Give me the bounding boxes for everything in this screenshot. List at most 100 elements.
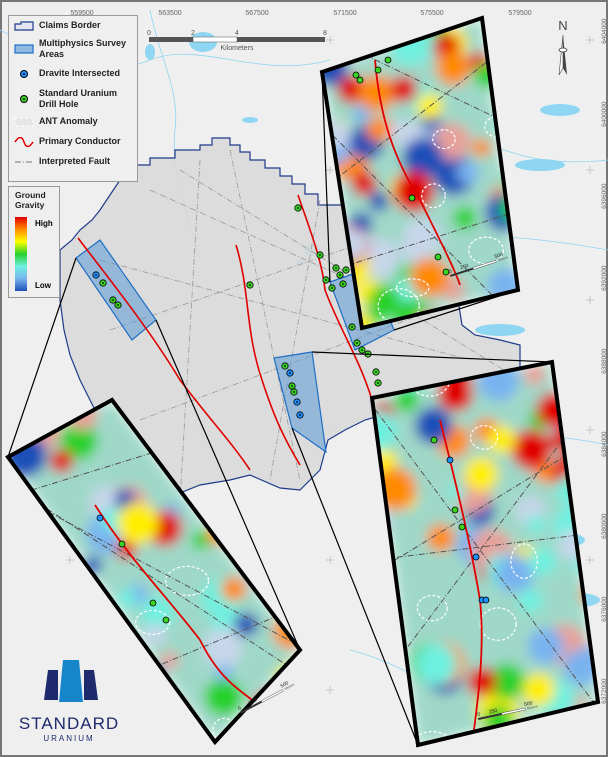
company-logo: STANDARD URANIUM bbox=[14, 714, 124, 743]
gravity-blob bbox=[527, 628, 565, 665]
northing-tick-label: 6372000 bbox=[600, 678, 608, 704]
scale-bar-label: 0 bbox=[147, 30, 151, 37]
gravity-blob bbox=[358, 74, 395, 112]
gravity-blob bbox=[527, 514, 546, 533]
gravity-blob bbox=[117, 588, 137, 608]
dravite-intersected-hole bbox=[446, 456, 454, 464]
gravity-legend-title: Ground Gravity bbox=[15, 190, 46, 210]
easting-tick-label: 571500 bbox=[333, 10, 357, 17]
gravity-legend: Ground Gravity High Low bbox=[8, 186, 60, 298]
grid-cross bbox=[586, 556, 594, 564]
ant-anomaly-outline bbox=[53, 576, 94, 613]
gravity-blob bbox=[234, 612, 259, 637]
gravity-blob bbox=[409, 257, 450, 298]
drill-hole bbox=[118, 540, 126, 548]
gravity-blob bbox=[215, 664, 233, 682]
gravity-blob bbox=[244, 513, 288, 556]
drill-hole bbox=[162, 616, 170, 624]
legend-item-label: Multiphysics Survey Areas bbox=[39, 38, 127, 59]
fault-line bbox=[269, 199, 321, 481]
legend-item: Claims Border bbox=[9, 20, 129, 31]
lake bbox=[475, 324, 525, 336]
legend-item-label: Standard Uranium Drill Hole bbox=[39, 88, 118, 109]
scale-segment bbox=[237, 37, 325, 42]
inset-scale-label: 0 bbox=[237, 705, 242, 712]
gravity-blob bbox=[284, 601, 300, 631]
gravity-blob bbox=[380, 19, 399, 38]
ant-anomaly-outline bbox=[421, 183, 446, 209]
gravity-blob bbox=[416, 643, 458, 685]
lake bbox=[515, 159, 565, 171]
ant-anomaly-outline bbox=[510, 543, 538, 579]
gravity-blob bbox=[495, 554, 534, 593]
gravity-blob bbox=[55, 632, 75, 652]
legend-item: Primary Conductor bbox=[9, 136, 129, 147]
ant-anomaly-outline bbox=[416, 594, 448, 622]
drill-hole bbox=[149, 599, 157, 607]
gravity-blob bbox=[31, 608, 57, 634]
drill-hole-center bbox=[117, 304, 119, 306]
north-label: N bbox=[558, 18, 567, 33]
logo-right-bar bbox=[84, 670, 98, 700]
grid-cross bbox=[326, 686, 334, 694]
drill-hole-center bbox=[361, 349, 363, 351]
northing-tick-label: 6380000 bbox=[600, 513, 608, 539]
inset-scale-label: 0 bbox=[448, 268, 453, 275]
drill-hole-center bbox=[377, 382, 379, 384]
legend-item-label: Interpreted Fault bbox=[39, 156, 111, 166]
drill-hole-center bbox=[291, 385, 293, 387]
scale-bar-unit: Kilometers bbox=[220, 45, 254, 52]
drill-hole bbox=[356, 76, 364, 84]
gravity-blob bbox=[351, 171, 377, 196]
logo-line-2: URANIUM bbox=[43, 734, 95, 743]
logo-line-1: STANDARD bbox=[18, 714, 120, 733]
gravity-blob bbox=[403, 218, 442, 257]
gravity-blob bbox=[49, 449, 74, 473]
interpreted-fault bbox=[324, 209, 518, 273]
gravity-blob bbox=[372, 612, 393, 647]
gravity-blob bbox=[352, 105, 370, 123]
ant-anomaly-outline bbox=[468, 236, 505, 265]
scale-segment bbox=[450, 267, 474, 277]
legend-item: Standard Uranium Drill Hole bbox=[9, 88, 129, 110]
grid-cross bbox=[586, 296, 594, 304]
gravity-blob bbox=[150, 698, 186, 733]
gravity-blob bbox=[488, 663, 525, 701]
drill-hole bbox=[408, 194, 416, 202]
gravity-blob bbox=[103, 648, 145, 691]
fault-line bbox=[179, 159, 201, 501]
northing-tick-label: 6392000 bbox=[600, 265, 608, 291]
drill-hole bbox=[384, 56, 392, 64]
gravity-blob bbox=[524, 364, 546, 386]
interpreted-fault bbox=[324, 35, 518, 188]
drill-hole-center bbox=[296, 401, 298, 403]
fault-line bbox=[229, 149, 301, 481]
drill-hole-center bbox=[284, 365, 286, 367]
gravity-blob bbox=[426, 524, 455, 552]
inset-scale-unit: Meters bbox=[497, 255, 509, 262]
drill-hole bbox=[352, 71, 360, 79]
drill-hole-center bbox=[335, 267, 337, 269]
northing-tick-label: 6400000 bbox=[600, 101, 608, 127]
grid-cross bbox=[586, 36, 594, 44]
inset-scale-unit: Meters bbox=[284, 683, 296, 692]
north-arrow: N bbox=[558, 18, 568, 76]
gravity-blob bbox=[433, 122, 471, 160]
drill-hole bbox=[434, 253, 442, 261]
scale-bar bbox=[149, 36, 325, 43]
gravity-blob bbox=[15, 652, 36, 672]
interpreted-fault bbox=[374, 531, 598, 561]
gravity-blob bbox=[556, 473, 590, 507]
gravity-blob bbox=[508, 726, 537, 745]
grid-cross bbox=[586, 426, 594, 434]
ant-anomaly-outline bbox=[432, 129, 456, 150]
drill-hole-center bbox=[289, 372, 291, 374]
gravity-blob bbox=[518, 588, 543, 613]
inset-scale-label: 500 bbox=[524, 700, 534, 708]
interpreted-fault bbox=[324, 127, 518, 324]
gravity-blob bbox=[414, 406, 453, 445]
drill-hole-center bbox=[342, 283, 344, 285]
